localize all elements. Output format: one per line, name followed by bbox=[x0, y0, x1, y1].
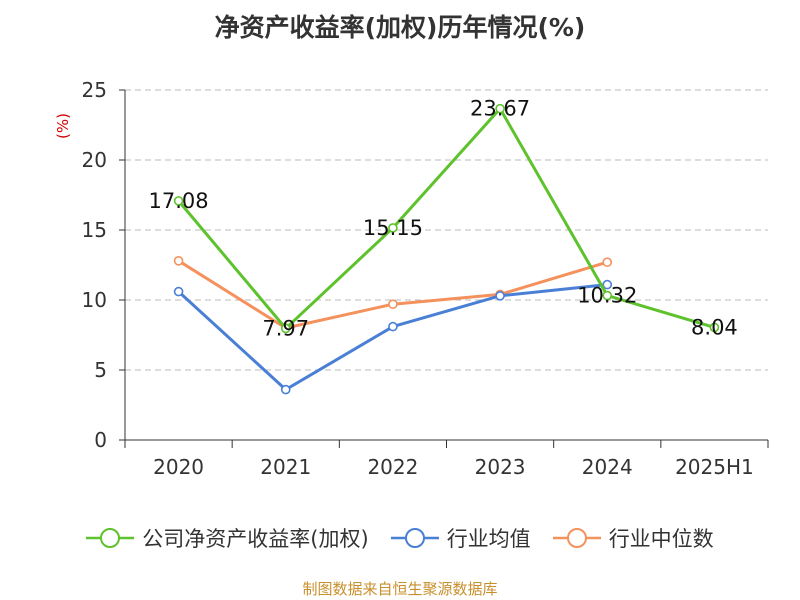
legend-marker-icon bbox=[552, 528, 601, 548]
data-point bbox=[602, 290, 613, 301]
data-point bbox=[173, 286, 184, 297]
data-label: 15.15 bbox=[363, 216, 423, 240]
grid-lines bbox=[125, 89, 768, 371]
y-axis-unit-label: (%) bbox=[54, 113, 72, 139]
data-label: 8.04 bbox=[691, 315, 738, 339]
series-line-0 bbox=[177, 107, 715, 330]
data-point bbox=[280, 323, 291, 334]
data-point bbox=[173, 255, 184, 266]
y-tick-label: 20 bbox=[82, 148, 107, 172]
data-point bbox=[495, 290, 505, 301]
legend-item[interactable]: 行业中位数 bbox=[552, 523, 714, 553]
y-tick-label: 10 bbox=[82, 288, 107, 312]
source-note: 制图数据来自恒生聚源数据库 bbox=[302, 580, 498, 598]
data-point bbox=[602, 279, 613, 290]
data-point bbox=[280, 384, 291, 395]
chart-title: 净资产收益率(加权)历年情况(%) bbox=[214, 13, 586, 42]
axes: 0 5 10 15 20 25 2020 2021 2022 2023 2024 2025H1 bbox=[82, 78, 769, 479]
x-tick-label: 2022 bbox=[367, 455, 418, 479]
data-point bbox=[602, 257, 613, 268]
data-point bbox=[495, 103, 505, 114]
legend: 公司净资产收益率(加权) 行业均值 行业中位数 bbox=[0, 520, 800, 556]
series-line-2 bbox=[177, 259, 608, 330]
legend-circle bbox=[566, 528, 587, 548]
data-point bbox=[388, 223, 398, 233]
series-lines bbox=[173, 103, 720, 395]
x-tick-label: 2021 bbox=[260, 455, 311, 479]
y-tick-label: 5 bbox=[94, 358, 107, 382]
data-label: 17.08 bbox=[149, 189, 209, 213]
data-point bbox=[388, 299, 398, 310]
legend-label: 公司净资产收益率(加权) bbox=[142, 527, 369, 551]
data-label: 23.67 bbox=[470, 97, 530, 121]
legend-item[interactable]: 行业均值 bbox=[390, 523, 531, 553]
y-tick-label: 0 bbox=[94, 428, 107, 452]
legend-item[interactable]: 公司净资产收益率(加权) bbox=[86, 523, 369, 553]
x-tick-label: 2024 bbox=[582, 455, 633, 479]
data-label: 7.97 bbox=[262, 316, 309, 340]
legend-label: 行业中位数 bbox=[608, 527, 714, 551]
data-point bbox=[173, 196, 184, 206]
x-tick-label: 2025H1 bbox=[675, 455, 754, 479]
data-point bbox=[709, 322, 720, 333]
legend-circle bbox=[404, 528, 425, 548]
legend-marker-icon bbox=[390, 528, 439, 548]
legend-label: 行业均值 bbox=[446, 527, 531, 551]
x-tick-label: 2020 bbox=[153, 455, 204, 479]
legend-marker-icon bbox=[86, 528, 135, 548]
x-tick-label: 2023 bbox=[475, 455, 526, 479]
y-tick-label: 25 bbox=[82, 78, 107, 102]
data-labels: 17.08 7.97 15.15 23.67 10.32 8.04 bbox=[149, 97, 738, 341]
y-tick-label: 15 bbox=[82, 218, 107, 242]
data-point bbox=[388, 321, 398, 332]
legend-circle bbox=[100, 528, 121, 548]
data-label: 10.32 bbox=[577, 284, 637, 308]
